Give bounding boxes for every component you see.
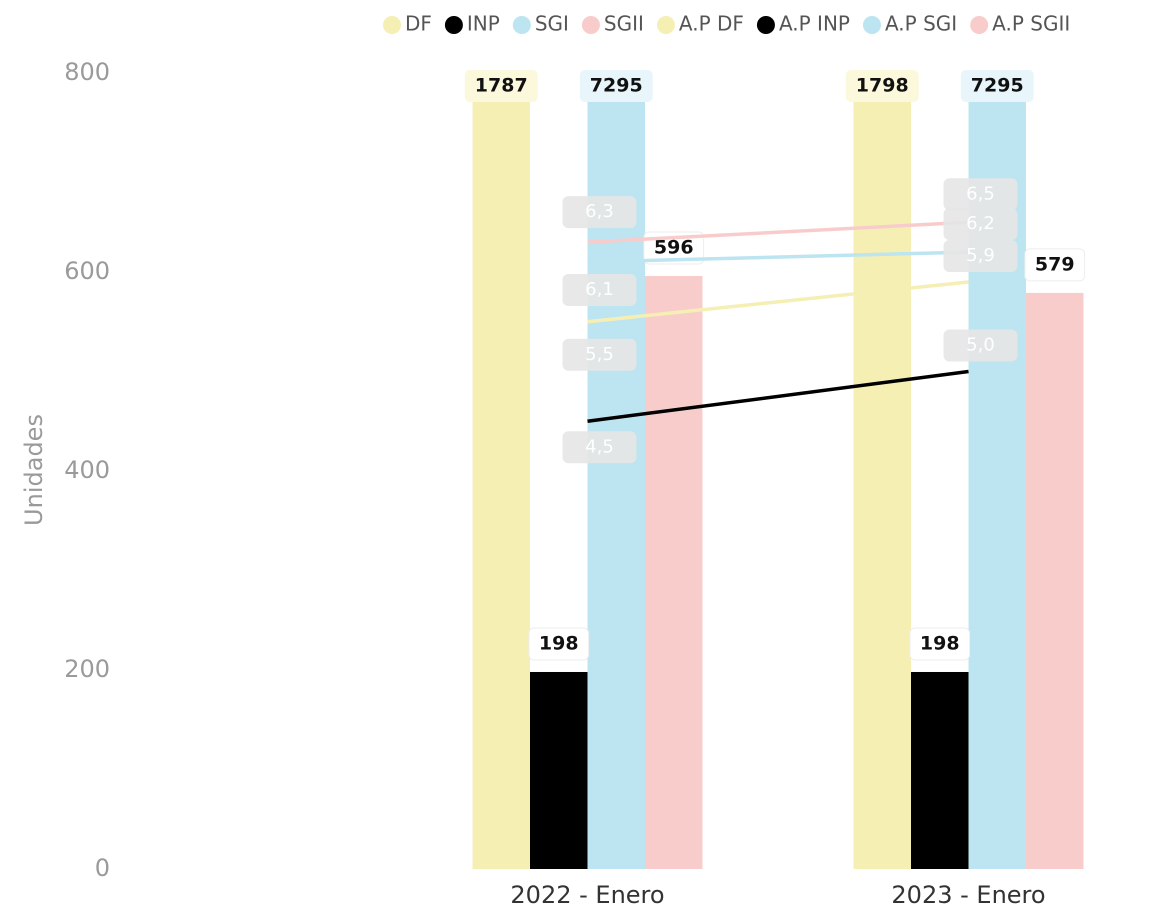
x-tick-label: 2023 - Enero bbox=[891, 881, 1045, 909]
legend-marker bbox=[581, 16, 600, 34]
data-label: 579 bbox=[1035, 253, 1075, 275]
data-label: 5,5 bbox=[585, 344, 614, 365]
data-label: 6,2 bbox=[966, 213, 995, 234]
data-label-box bbox=[562, 196, 637, 229]
legend-marker bbox=[512, 16, 531, 34]
data-label: 7295 bbox=[590, 75, 643, 97]
data-label-box bbox=[943, 178, 1018, 211]
data-label-box bbox=[562, 338, 637, 371]
legend-label: SGII bbox=[604, 12, 644, 36]
bar bbox=[968, 100, 1026, 869]
data-label-box bbox=[845, 70, 919, 102]
y-tick-label: 800 bbox=[64, 58, 110, 86]
bar bbox=[853, 100, 911, 869]
data-label: 5,0 bbox=[966, 335, 995, 356]
legend-marker bbox=[656, 16, 675, 34]
bar bbox=[472, 100, 530, 869]
data-label: 198 bbox=[539, 632, 579, 654]
legend-marker bbox=[756, 16, 775, 34]
legend-label: A.P INP bbox=[779, 12, 850, 36]
bar bbox=[645, 275, 703, 870]
line bbox=[587, 369, 969, 423]
data-label-box bbox=[562, 274, 637, 307]
legend-label: A.P SGI bbox=[885, 12, 957, 36]
data-label-box bbox=[909, 627, 971, 661]
data-label: 6,5 bbox=[966, 183, 995, 204]
legend-marker bbox=[444, 16, 463, 34]
bar bbox=[1026, 292, 1084, 869]
y-tick-label: 400 bbox=[64, 456, 110, 484]
legend-label: SGI bbox=[535, 12, 569, 36]
data-label-box bbox=[943, 239, 1018, 272]
data-label: 6,1 bbox=[585, 279, 614, 300]
legend-marker bbox=[970, 16, 989, 34]
line bbox=[587, 250, 969, 264]
y-tick-label: 600 bbox=[64, 257, 110, 285]
data-label-box bbox=[943, 329, 1018, 362]
bar bbox=[530, 671, 588, 869]
y-tick-label: 0 bbox=[95, 854, 110, 882]
legend-label: DF bbox=[405, 12, 432, 36]
y-tick-label: 200 bbox=[64, 655, 110, 683]
data-label-box bbox=[579, 70, 653, 102]
legend-marker bbox=[383, 16, 401, 34]
data-label-box bbox=[943, 208, 1018, 241]
data-label: 5,9 bbox=[966, 245, 995, 266]
data-label: 7295 bbox=[971, 75, 1024, 97]
data-label-box bbox=[464, 70, 538, 102]
legend-label: A.P SGII bbox=[992, 12, 1070, 36]
y-axis-label: Unidades bbox=[20, 414, 48, 526]
bars bbox=[472, 100, 1084, 870]
legend-label: INP bbox=[467, 12, 500, 36]
data-label: 1787 bbox=[475, 75, 528, 97]
bar bbox=[587, 100, 645, 869]
data-label-box bbox=[562, 431, 637, 464]
legend-label: A.P DF bbox=[679, 12, 744, 36]
line bbox=[587, 280, 969, 324]
line bbox=[587, 220, 969, 244]
data-label: 596 bbox=[654, 236, 694, 258]
data-label-box bbox=[960, 70, 1034, 102]
bar bbox=[911, 671, 969, 869]
data-label: 1798 bbox=[856, 75, 909, 97]
data-label: 198 bbox=[920, 632, 960, 654]
legend-marker bbox=[862, 16, 881, 34]
data-label: 4,5 bbox=[585, 436, 614, 457]
x-tick-label: 2022 - Enero bbox=[510, 881, 664, 909]
data-label-box bbox=[528, 627, 590, 661]
data-label: 6,3 bbox=[585, 201, 614, 222]
data-label-box bbox=[1024, 248, 1086, 282]
